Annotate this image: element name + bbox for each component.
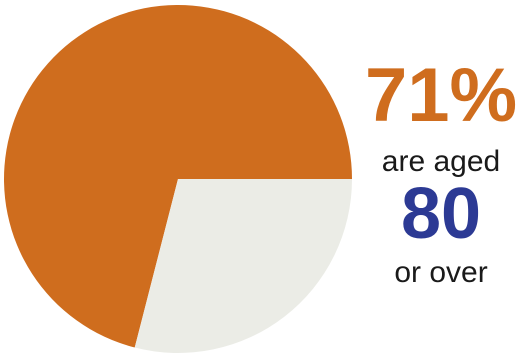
- percent-callout: 71%: [364, 53, 518, 138]
- pie-slice-0: [4, 4, 353, 348]
- age-callout: 80: [400, 174, 482, 254]
- callout-line-1: are aged: [381, 145, 501, 178]
- callout-line-2: or over: [394, 256, 488, 289]
- pie-slice-1: [134, 179, 352, 353]
